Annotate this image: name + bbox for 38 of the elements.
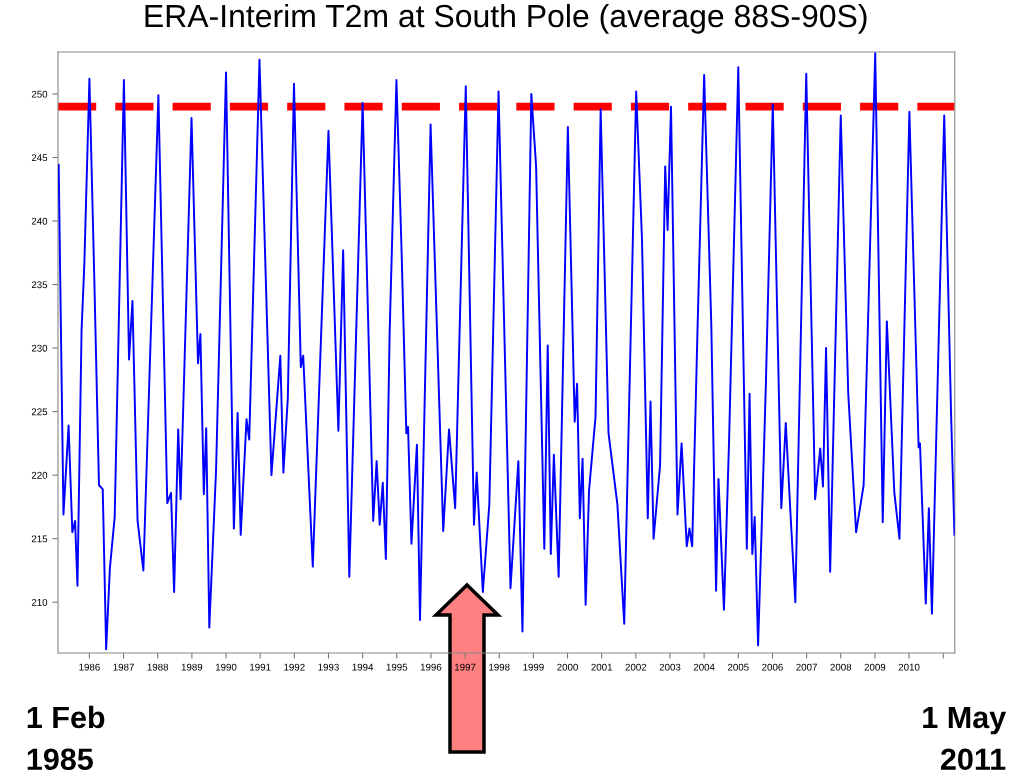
y-tick-label: 220	[31, 471, 48, 479]
line-series	[58, 52, 955, 651]
y-tick-label: 230	[31, 344, 48, 352]
y-tick-label: 240	[31, 217, 48, 225]
x-tick-label: 1996	[420, 663, 442, 671]
x-tick-label: 1989	[181, 663, 203, 671]
x-tick-label: 1997	[455, 663, 476, 671]
x-tick-label: 2006	[762, 663, 783, 671]
y-tick-label: 210	[31, 598, 48, 606]
x-tick-label: 1998	[489, 663, 510, 671]
x-tick-label: 2010	[898, 663, 920, 671]
x-tick-label: 2005	[727, 663, 749, 671]
x-tick-label: 2002	[625, 663, 647, 671]
x-tick-label: 1986	[79, 663, 100, 671]
y-tick-label: 225	[31, 408, 48, 416]
x-tick-label: 1993	[318, 663, 339, 671]
y-tick-label: 215	[31, 535, 48, 543]
x-tick-label: 1999	[523, 663, 544, 671]
x-tick-label: 1987	[113, 663, 134, 671]
x-tick-label: 1995	[386, 663, 408, 671]
text: 1 May 2011	[923, 706, 1007, 771]
x-tick-label: 2009	[864, 663, 886, 671]
chart-title: ERA-Interim T2m at South Pole (average 88S-90S)	[145, 3, 867, 34]
y-tick-label: 250	[31, 90, 48, 98]
y-tick-label: 235	[31, 281, 48, 289]
x-tick-label: 1988	[147, 663, 169, 671]
x-tick-label: 2001	[591, 663, 613, 671]
x-tick-label: 1990	[215, 663, 237, 671]
x-tick-label: 1992	[284, 663, 305, 671]
x-tick-label: 2004	[693, 663, 715, 671]
x-tick-label: 2003	[659, 663, 681, 671]
x-tick-label: 2000	[557, 663, 578, 671]
y-tick-label: 245	[31, 154, 48, 162]
x-tick-label: 2008	[830, 663, 852, 671]
x-tick-label: 1991	[250, 663, 271, 671]
x-tick-label: 2007	[796, 663, 817, 671]
x-tick-label: 1994	[352, 663, 374, 671]
text: 1 Feb 1985	[27, 705, 105, 771]
